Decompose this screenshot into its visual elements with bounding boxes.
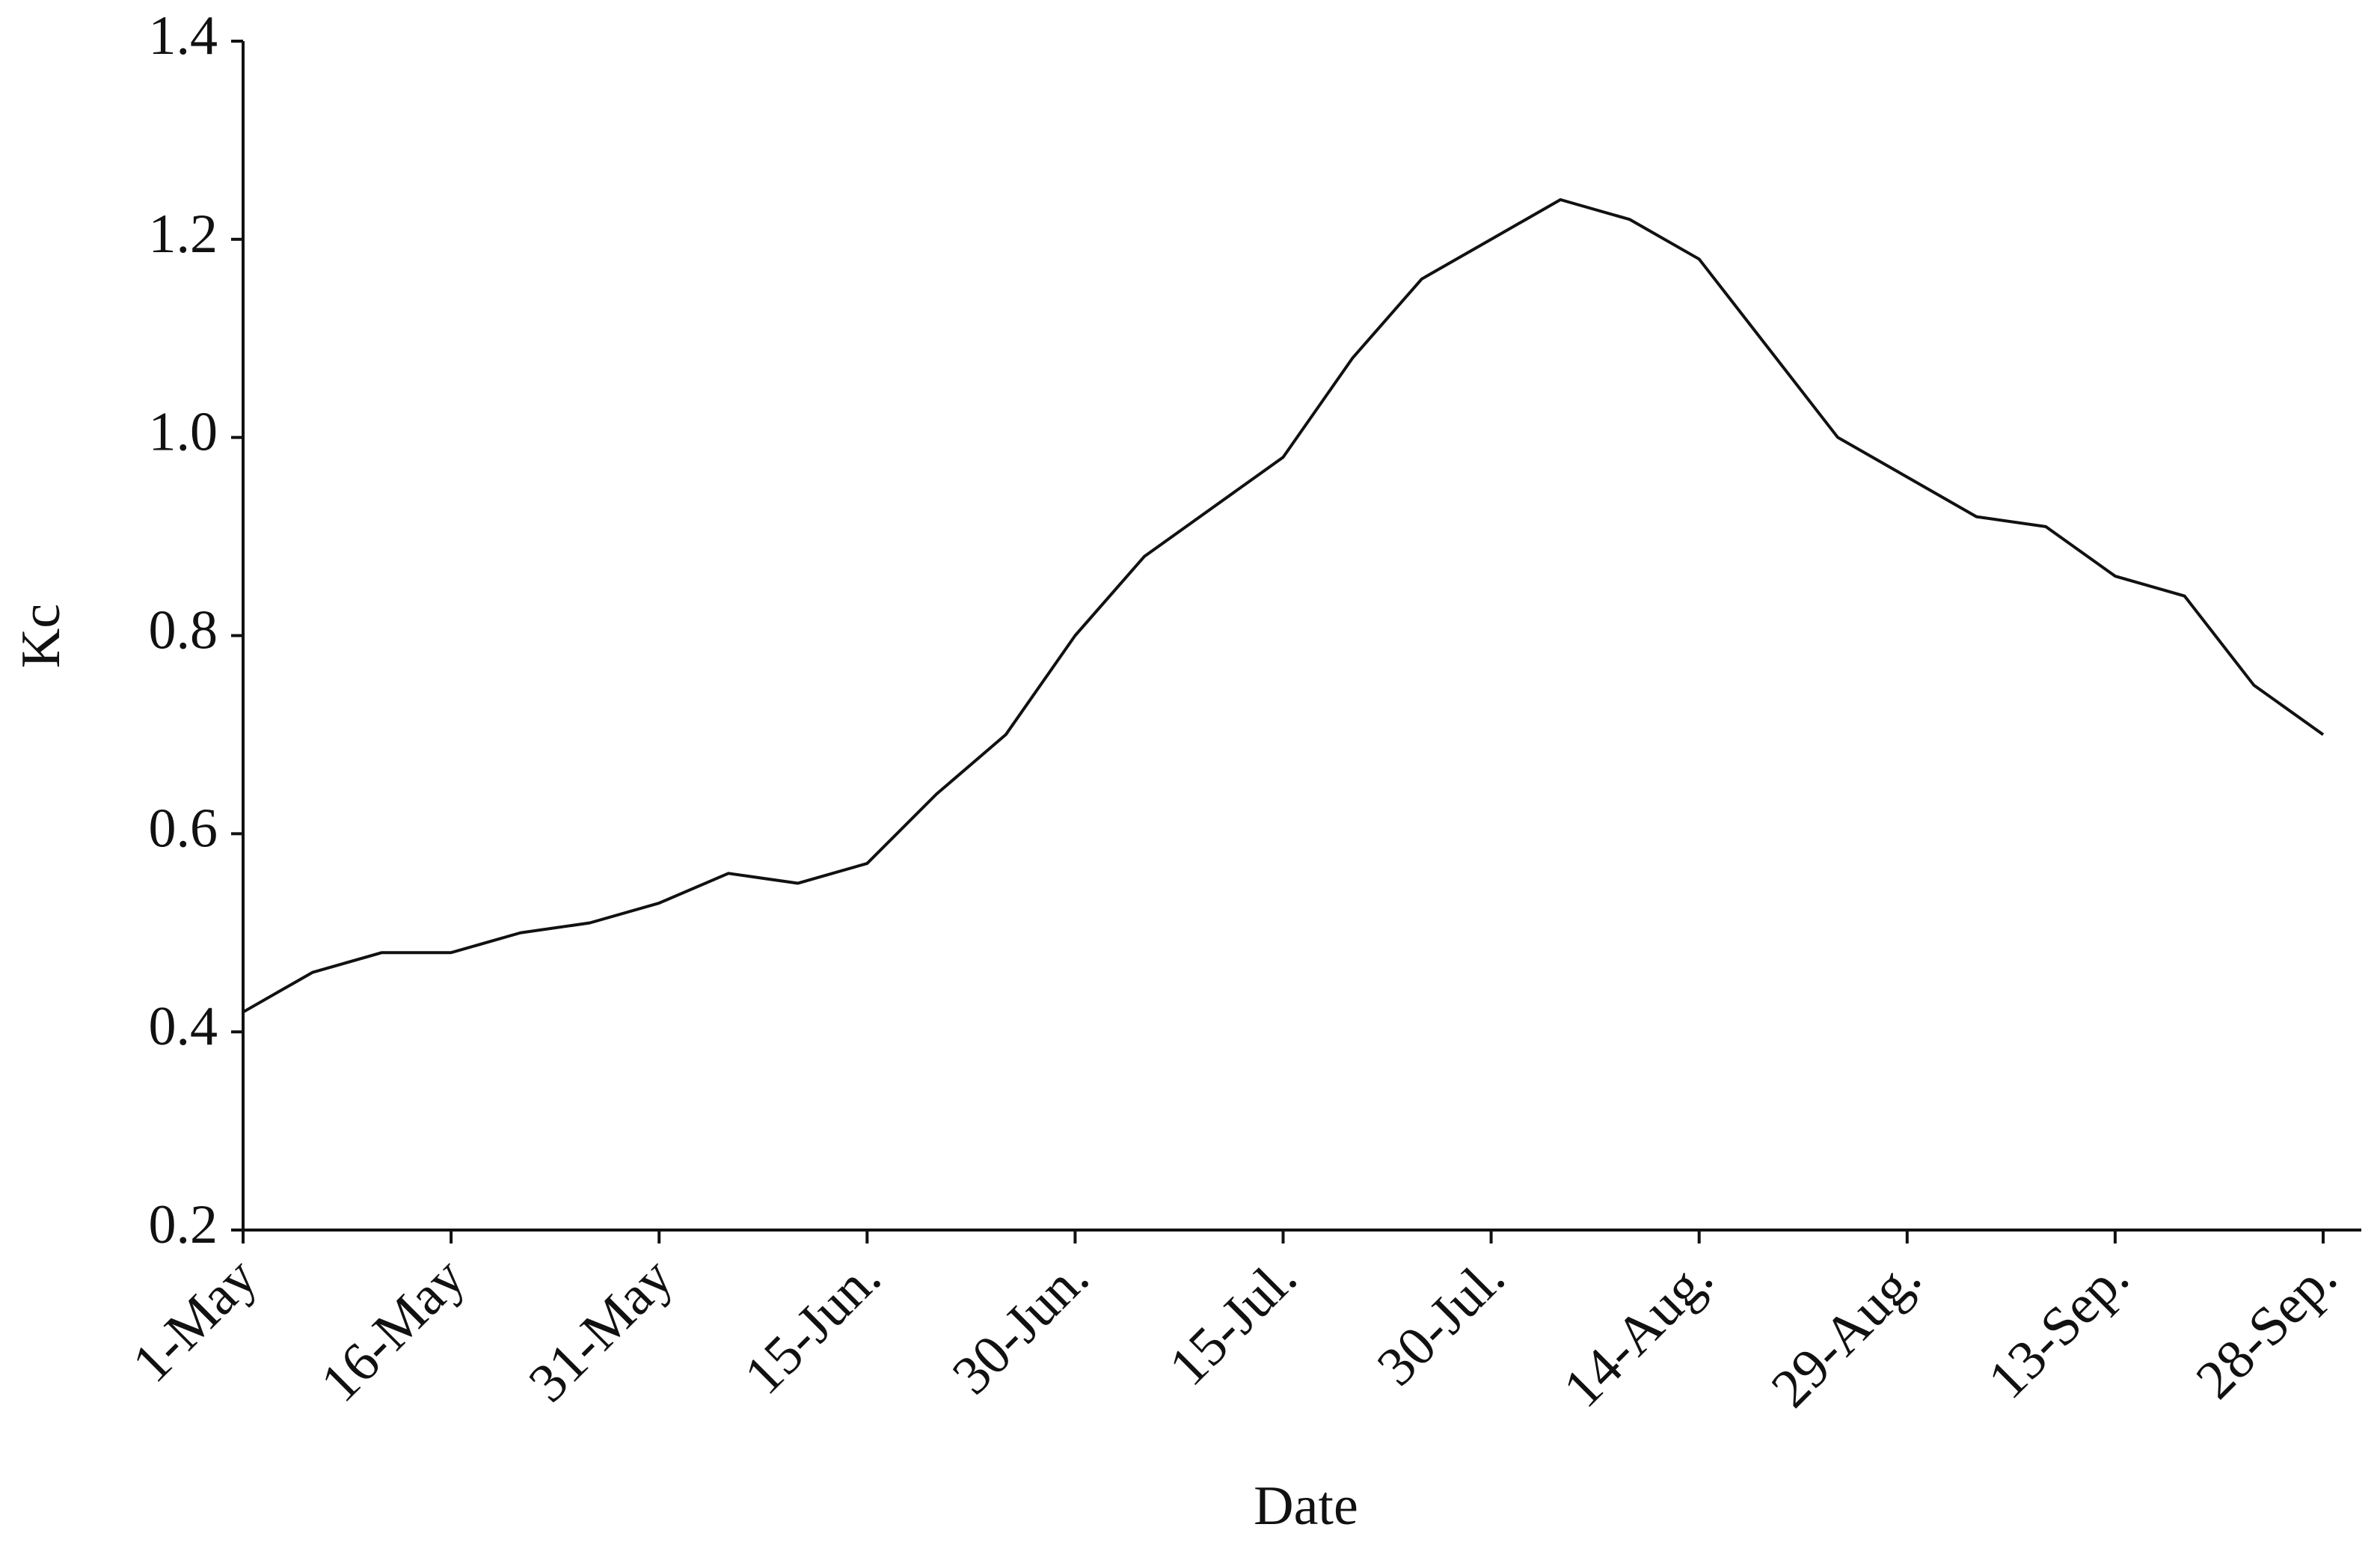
x-tick-label: 14-Aug.	[1552, 1246, 1725, 1419]
x-tick-label: 31-May	[518, 1246, 685, 1414]
x-tick-label: 30-Jul.	[1366, 1246, 1517, 1398]
x-tick-label: 15-Jun.	[733, 1246, 893, 1407]
x-tick-label: 29-Aug.	[1760, 1246, 1933, 1419]
x-tick-label: 15-Jul.	[1158, 1246, 1309, 1398]
y-axis-label: Kc	[10, 604, 72, 668]
y-tick-label: 0.2	[149, 1194, 218, 1255]
x-tick-label: 13-Sep.	[1977, 1246, 2141, 1410]
data-line	[242, 198, 2325, 1014]
x-tick-label: 1-May	[121, 1246, 269, 1394]
x-tick-label: 28-Sep.	[2185, 1246, 2349, 1410]
y-tick-label: 0.8	[149, 599, 218, 661]
x-tick-label: 16-May	[309, 1246, 476, 1414]
y-tick-label: 1.4	[149, 5, 218, 67]
x-axis-label: Date	[1254, 1475, 1358, 1537]
y-tick-label: 1.2	[149, 204, 218, 265]
y-tick-label: 0.4	[149, 996, 218, 1057]
x-tick-label: 30-Jun.	[941, 1246, 1101, 1407]
y-tick-label: 1.0	[149, 402, 218, 463]
y-tick-label: 0.6	[149, 798, 218, 859]
